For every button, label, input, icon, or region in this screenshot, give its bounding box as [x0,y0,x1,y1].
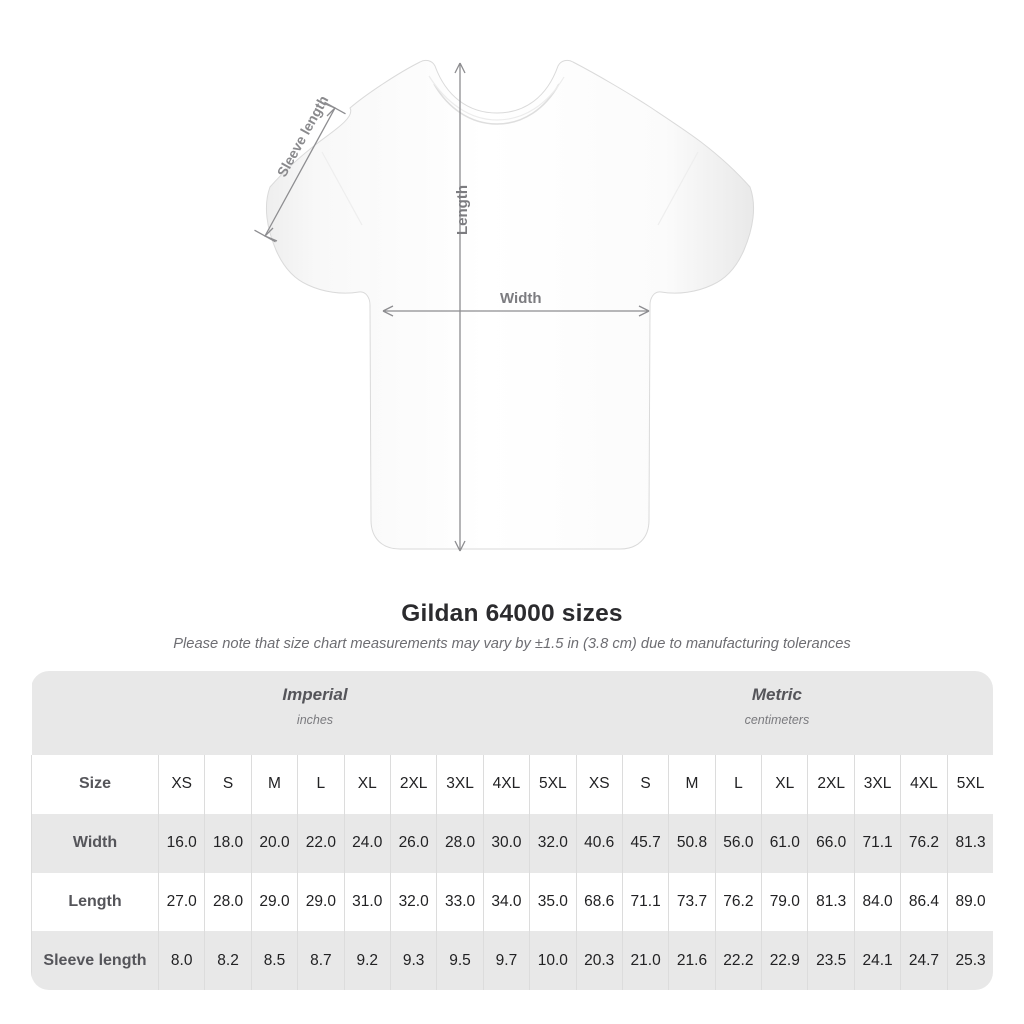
svg-text:Width: Width [500,290,542,307]
svg-text:Length: Length [454,185,471,235]
